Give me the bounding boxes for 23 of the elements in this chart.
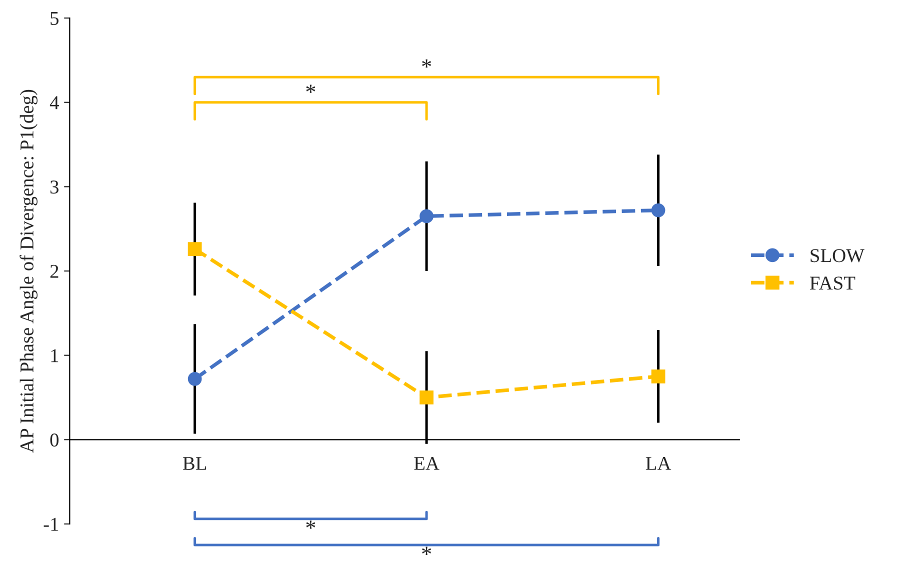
- point: [188, 372, 202, 386]
- y-tick-label: 1: [51, 349, 58, 362]
- legend-label: FAST: [810, 276, 856, 290]
- annotation: *: [306, 520, 316, 529]
- annotation: *: [422, 59, 432, 68]
- x-tick-label: LA: [646, 456, 672, 470]
- x-tick-label: EA: [414, 456, 440, 470]
- x-tick-label: BL: [182, 457, 206, 470]
- annotation: *: [306, 84, 316, 93]
- legend-label: SLOW: [810, 249, 864, 262]
- text: *: [422, 546, 432, 555]
- y-tick-label: 5: [50, 12, 59, 25]
- point: [420, 390, 434, 404]
- point: [420, 209, 434, 224]
- y-tick-label: 4: [50, 96, 59, 110]
- point: [651, 203, 666, 218]
- point: [188, 242, 202, 256]
- y-tick-label: 0: [50, 433, 59, 447]
- y-axis-title: AP Initial Phase Angle of Divergence: P1(deg): [20, 90, 38, 453]
- point: [651, 369, 666, 384]
- y-tick-label: -1: [44, 518, 58, 531]
- y-tick-label: 3: [50, 180, 59, 194]
- y-tick-label: 2: [50, 264, 58, 278]
